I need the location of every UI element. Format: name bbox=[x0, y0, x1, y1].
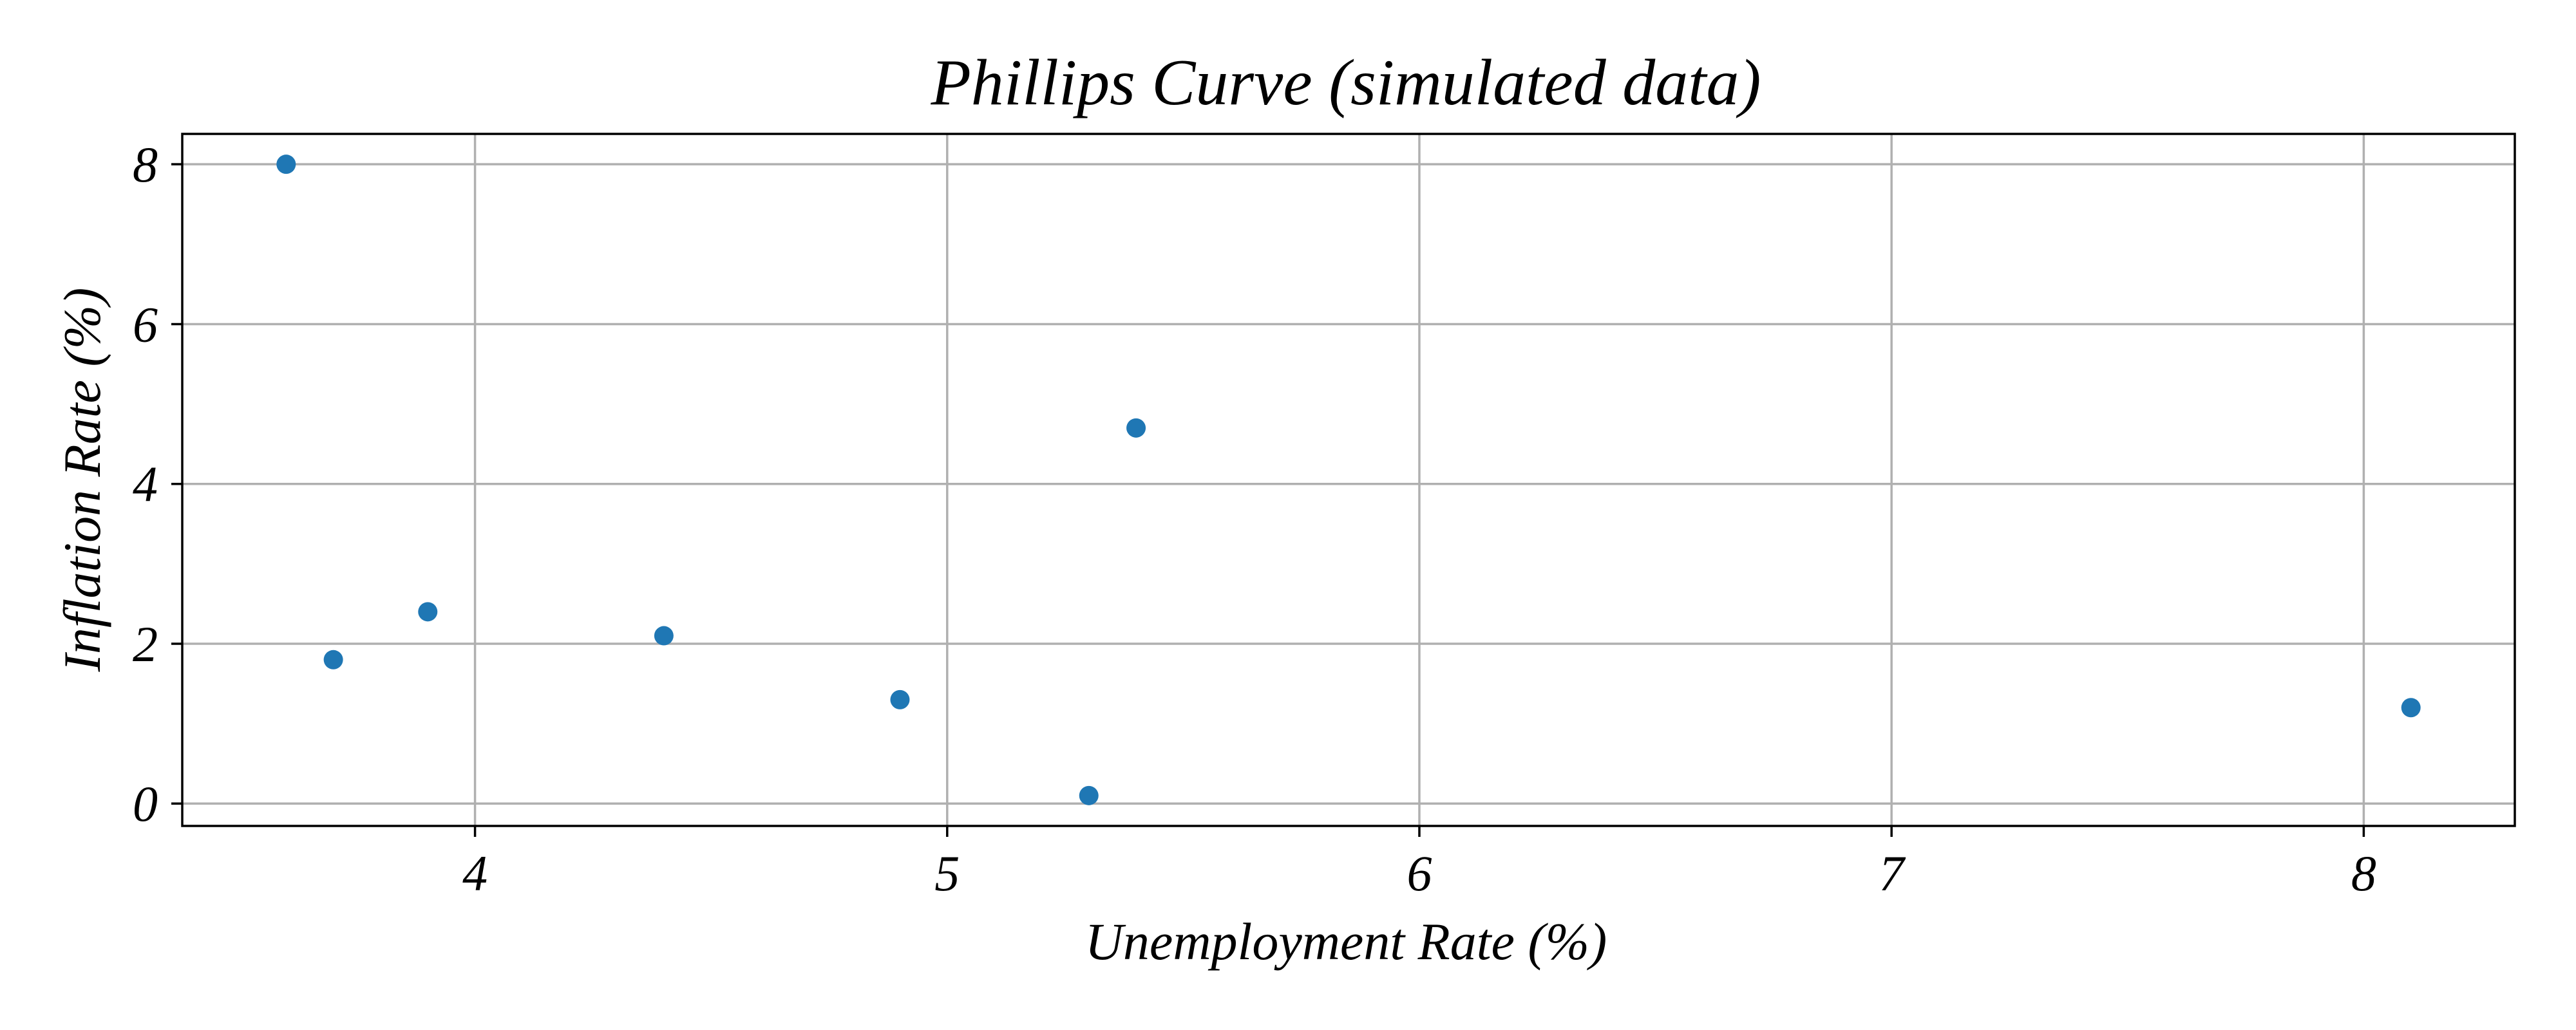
x-tick-label: 4 bbox=[462, 845, 488, 901]
grid-lines bbox=[182, 134, 2515, 826]
data-point bbox=[323, 650, 343, 670]
data-point bbox=[890, 689, 910, 709]
x-tick-label: 7 bbox=[1879, 845, 1906, 901]
y-tick-label: 8 bbox=[133, 136, 158, 192]
data-point bbox=[2401, 698, 2421, 718]
data-point bbox=[1079, 785, 1099, 805]
chart-title: Phillips Curve (simulated data) bbox=[930, 46, 1761, 119]
x-axis-label: Unemployment Rate (%) bbox=[1085, 912, 1607, 971]
y-tick-label: 0 bbox=[133, 776, 158, 832]
y-tick-label: 2 bbox=[133, 616, 158, 672]
data-point bbox=[654, 626, 674, 646]
data-point bbox=[1126, 418, 1146, 438]
y-tick-label: 4 bbox=[133, 456, 158, 512]
x-tick-label: 6 bbox=[1406, 845, 1432, 901]
x-tick-label: 5 bbox=[934, 845, 960, 901]
data-point bbox=[276, 154, 296, 174]
x-tick-label: 8 bbox=[2351, 845, 2376, 901]
y-axis-label: Inflation Rate (%) bbox=[53, 288, 111, 673]
y-tick-label: 6 bbox=[133, 296, 158, 352]
data-point bbox=[418, 602, 438, 622]
axis-ticks: 4 5 6 7 8 0 2 4 6 8 bbox=[133, 136, 2376, 901]
scatter-points bbox=[276, 154, 2421, 805]
plot-area-frame bbox=[181, 133, 2516, 827]
